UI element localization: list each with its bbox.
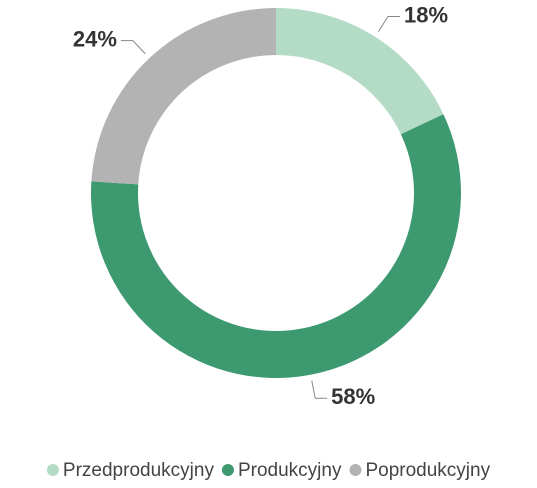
legend-marker <box>349 464 362 476</box>
leader-line <box>120 40 146 55</box>
legend-marker <box>46 464 59 476</box>
legend-marker <box>221 464 234 476</box>
legend-label: Przedprodukcyjny <box>63 460 215 481</box>
value-label: 58% <box>331 384 375 409</box>
donut-segment <box>276 8 444 135</box>
value-label: 24% <box>73 26 117 51</box>
leader-line <box>377 16 400 33</box>
legend-label: Poprodukcyjny <box>365 460 490 481</box>
donut-segment <box>91 8 277 185</box>
leader-line <box>311 380 328 399</box>
legend-label: Produkcyjny <box>238 460 342 481</box>
donut-segment <box>91 114 461 379</box>
value-label: 18% <box>404 2 448 27</box>
